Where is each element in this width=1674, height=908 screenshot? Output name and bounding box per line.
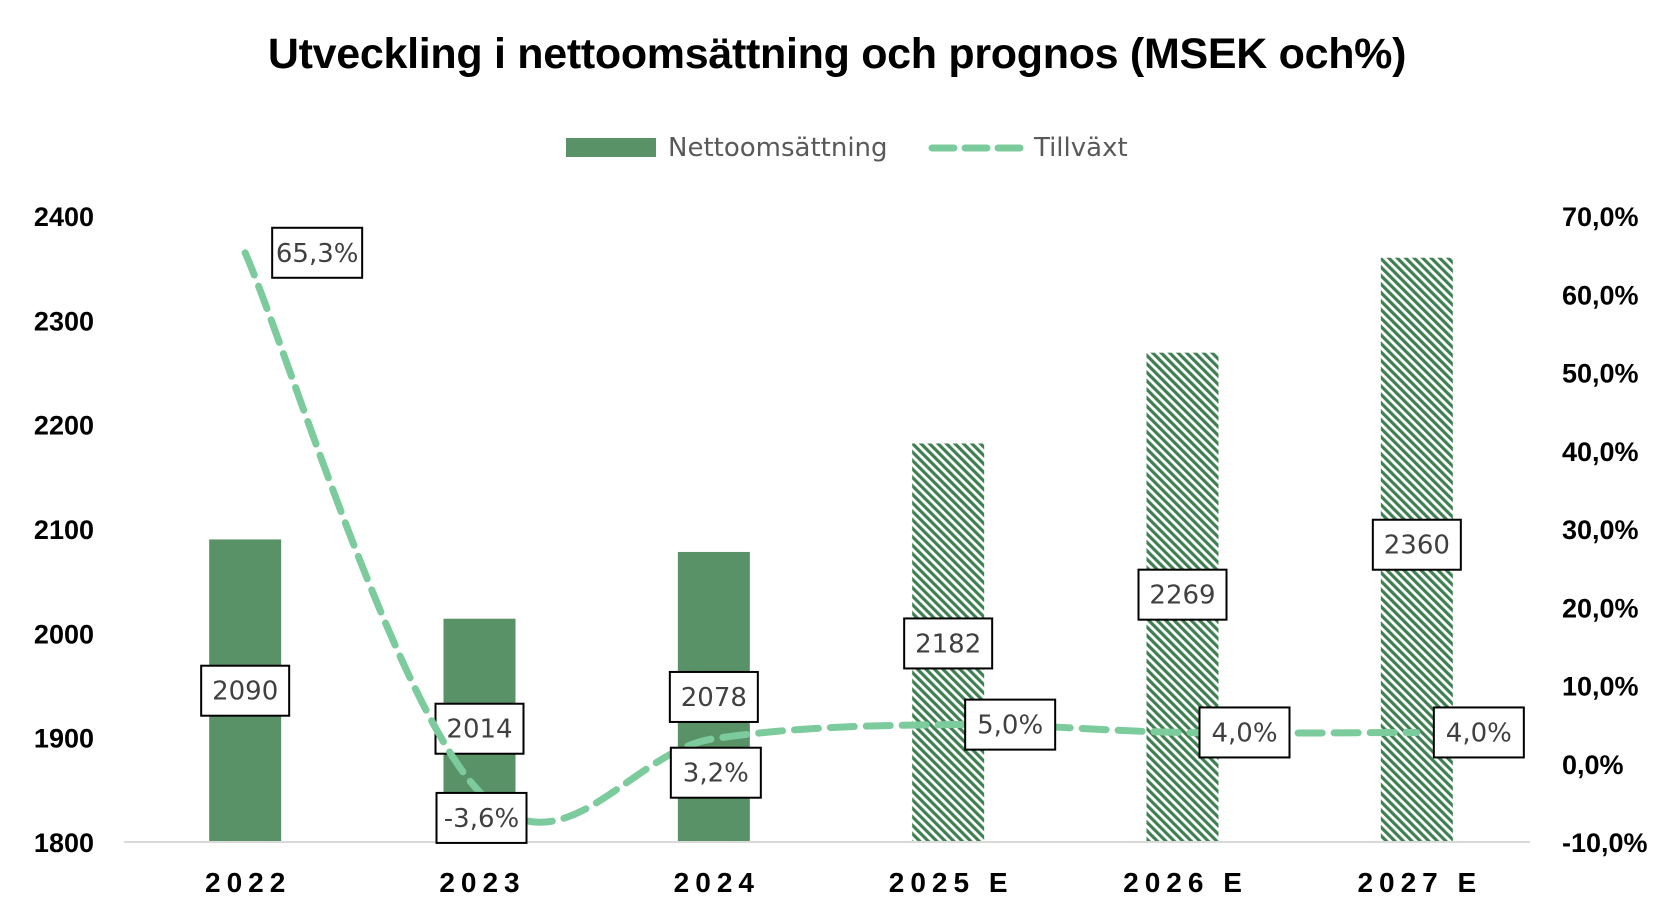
x-axis-tick-label: 2022 (205, 867, 291, 898)
line-data-label: 3,2% (669, 746, 762, 799)
right-axis-tick-label: 40,0% (1562, 437, 1639, 467)
line-data-label: 4,0% (1198, 706, 1291, 759)
bar-data-label-text: 2078 (681, 683, 747, 713)
line-data-labels: 65,3% -3,6% 3,2% 5,0% 4,0% 4,0% (271, 226, 1525, 844)
line-data-label: 5,0% (964, 698, 1057, 751)
bar-data-label-box (903, 617, 994, 670)
left-axis-tick-label: 2300 (34, 306, 94, 336)
bar-data-label-text: 2014 (446, 715, 512, 745)
bar-data-label-box (200, 664, 291, 717)
bar-data-label-text: 2182 (915, 629, 981, 659)
line-data-label-box (1432, 706, 1525, 759)
right-axis-tick-label: 10,0% (1562, 672, 1639, 702)
line-data-label-box (1198, 706, 1291, 759)
x-axis-tick-label: 2023 (439, 867, 525, 898)
bar-data-label: 2014 (434, 702, 525, 755)
bar-data-label: 2078 (668, 670, 759, 723)
legend: Nettoomsättning Tillväxt (566, 133, 1128, 163)
left-axis-tick-label: 1900 (34, 724, 94, 754)
line-data-label: 4,0% (1432, 706, 1525, 759)
x-axis-tick-label: 2024 (674, 867, 760, 898)
legend-label-line: Tillväxt (1033, 133, 1128, 163)
legend-label-bar: Nettoomsättning (668, 133, 888, 163)
line-data-label: 65,3% (271, 226, 364, 279)
legend-swatch-bar (566, 138, 656, 157)
x-axis-tick-label: 2027 E (1357, 867, 1482, 898)
right-axis-tick-label: 0,0% (1562, 750, 1624, 780)
right-axis-tick-label: 20,0% (1562, 593, 1639, 623)
left-axis-tick-label: 2400 (34, 202, 94, 232)
bar-data-label: 2090 (200, 664, 291, 717)
left-axis-ticks: 2400 2300 2200 2100 2000 1900 1800 (34, 202, 94, 858)
bar-data-label-text: 2090 (212, 677, 278, 707)
growth-line (241, 249, 1421, 826)
right-axis-tick-label: 60,0% (1562, 280, 1639, 310)
line-data-label-box (435, 791, 528, 844)
left-axis-tick-label: 2200 (34, 411, 94, 441)
bar-data-label-box (1137, 568, 1228, 621)
line-data-label-box (669, 746, 762, 799)
left-axis-tick-label: 1800 (34, 828, 94, 858)
bar-data-label-text: 2360 (1384, 531, 1450, 561)
line-series (241, 249, 1421, 826)
bar-data-label: 2360 (1371, 518, 1462, 571)
line-data-label-text: 65,3% (276, 239, 359, 269)
bar-data-label-box (1371, 518, 1462, 571)
bar-data-label-box (668, 670, 759, 723)
right-axis-tick-label: -10,0% (1562, 828, 1648, 858)
bar-data-label: 2269 (1137, 568, 1228, 621)
x-axis-ticks: 2022 2023 2024 2025 E 2026 E 2027 E (205, 867, 1482, 898)
line-data-label: -3,6% (435, 791, 528, 844)
x-axis-tick-label: 2025 E (889, 867, 1014, 898)
line-data-label-box (271, 226, 364, 279)
line-data-label-text: 4,0% (1446, 718, 1512, 748)
bar-data-labels: 2090 2014 2078 2182 2269 2360 (200, 518, 1462, 755)
chart-title: Utveckling i nettoomsättning och prognos… (267, 30, 1407, 78)
left-axis-tick-label: 2000 (34, 619, 94, 649)
left-axis-tick-label: 2100 (34, 515, 94, 545)
bar-data-label-text: 2269 (1149, 581, 1215, 611)
right-axis-ticks: 70,0% 60,0% 50,0% 40,0% 30,0% 20,0% 10,0% 0,0% -… (1562, 202, 1648, 858)
bar-data-label: 2182 (903, 617, 994, 670)
right-axis-tick-label: 50,0% (1562, 359, 1639, 389)
right-axis-tick-label: 30,0% (1562, 515, 1639, 545)
line-data-label-text: 5,0% (977, 711, 1043, 741)
right-axis-tick-label: 70,0% (1562, 202, 1639, 232)
line-data-label-text: 4,0% (1211, 718, 1277, 748)
line-data-label-text: -3,6% (444, 804, 519, 834)
x-axis-tick-label: 2026 E (1123, 867, 1248, 898)
line-data-label-box (964, 698, 1057, 751)
line-data-label-text: 3,2% (683, 759, 749, 789)
